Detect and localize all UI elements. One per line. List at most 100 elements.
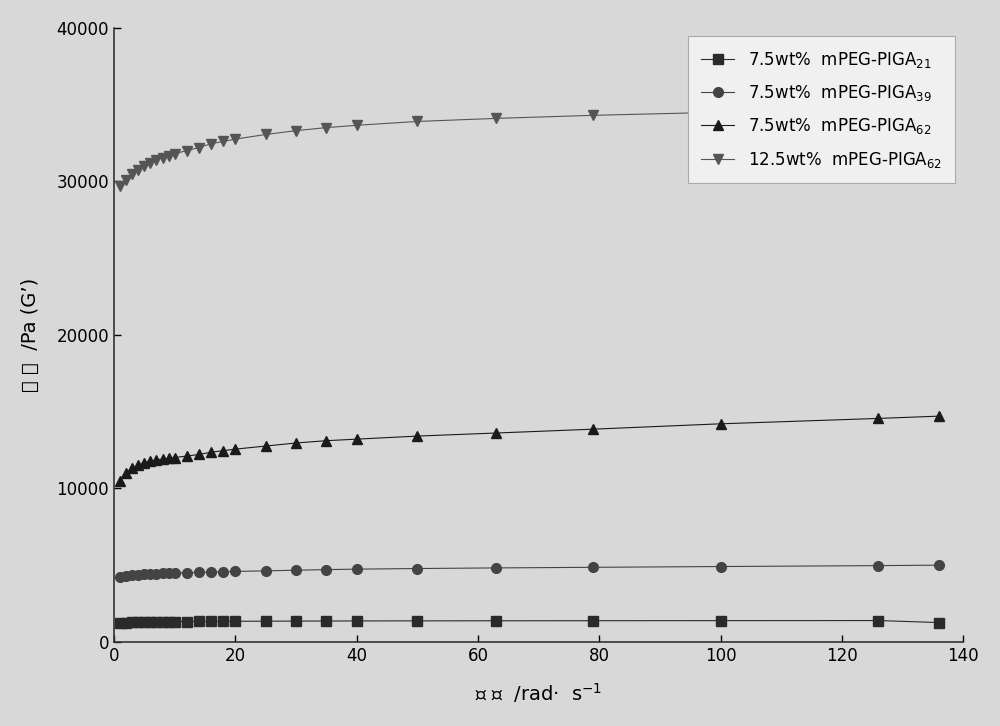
7.5wt%  mPEG-PIGA$_{39}$: [290, 566, 302, 574]
Legend: 7.5wt%  mPEG-PIGA$_{21}$, 7.5wt%  mPEG-PIGA$_{39}$, 7.5wt%  mPEG-PIGA$_{62}$, 12: 7.5wt% mPEG-PIGA$_{21}$, 7.5wt% mPEG-PIG…: [688, 36, 955, 183]
7.5wt%  mPEG-PIGA$_{21}$: [490, 616, 502, 625]
7.5wt%  mPEG-PIGA$_{21}$: [587, 616, 599, 625]
12.5wt%  mPEG-PIGA$_{62}$: [126, 169, 138, 178]
7.5wt%  mPEG-PIGA$_{21}$: [217, 617, 229, 626]
12.5wt%  mPEG-PIGA$_{62}$: [260, 130, 272, 139]
7.5wt%  mPEG-PIGA$_{21}$: [138, 618, 150, 627]
7.5wt%  mPEG-PIGA$_{21}$: [290, 617, 302, 626]
12.5wt%  mPEG-PIGA$_{62}$: [157, 153, 169, 162]
7.5wt%  mPEG-PIGA$_{21}$: [715, 616, 727, 625]
7.5wt%  mPEG-PIGA$_{39}$: [205, 568, 217, 576]
7.5wt%  mPEG-PIGA$_{21}$: [351, 616, 363, 625]
7.5wt%  mPEG-PIGA$_{62}$: [132, 461, 144, 470]
7.5wt%  mPEG-PIGA$_{21}$: [144, 618, 156, 627]
7.5wt%  mPEG-PIGA$_{62}$: [181, 452, 193, 460]
12.5wt%  mPEG-PIGA$_{62}$: [490, 114, 502, 123]
7.5wt%  mPEG-PIGA$_{62}$: [120, 468, 132, 477]
12.5wt%  mPEG-PIGA$_{62}$: [229, 135, 241, 144]
7.5wt%  mPEG-PIGA$_{21}$: [132, 618, 144, 627]
Line: 7.5wt%  mPEG-PIGA$_{62}$: 7.5wt% mPEG-PIGA$_{62}$: [115, 411, 944, 486]
12.5wt%  mPEG-PIGA$_{62}$: [163, 152, 175, 160]
7.5wt%  mPEG-PIGA$_{62}$: [490, 428, 502, 437]
7.5wt%  mPEG-PIGA$_{62}$: [260, 441, 272, 450]
12.5wt%  mPEG-PIGA$_{62}$: [320, 123, 332, 132]
7.5wt%  mPEG-PIGA$_{21}$: [205, 617, 217, 626]
7.5wt%  mPEG-PIGA$_{21}$: [229, 617, 241, 626]
7.5wt%  mPEG-PIGA$_{62}$: [320, 436, 332, 445]
7.5wt%  mPEG-PIGA$_{62}$: [587, 425, 599, 433]
7.5wt%  mPEG-PIGA$_{39}$: [150, 569, 162, 578]
7.5wt%  mPEG-PIGA$_{21}$: [150, 618, 162, 627]
7.5wt%  mPEG-PIGA$_{39}$: [260, 566, 272, 575]
12.5wt%  mPEG-PIGA$_{62}$: [132, 166, 144, 174]
12.5wt%  mPEG-PIGA$_{62}$: [193, 143, 205, 152]
7.5wt%  mPEG-PIGA$_{62}$: [217, 446, 229, 455]
7.5wt%  mPEG-PIGA$_{21}$: [157, 617, 169, 626]
7.5wt%  mPEG-PIGA$_{21}$: [320, 616, 332, 625]
7.5wt%  mPEG-PIGA$_{39}$: [217, 568, 229, 576]
7.5wt%  mPEG-PIGA$_{21}$: [114, 619, 126, 628]
7.5wt%  mPEG-PIGA$_{62}$: [157, 454, 169, 463]
7.5wt%  mPEG-PIGA$_{39}$: [351, 565, 363, 574]
7.5wt%  mPEG-PIGA$_{39}$: [163, 569, 175, 578]
12.5wt%  mPEG-PIGA$_{62}$: [181, 146, 193, 155]
7.5wt%  mPEG-PIGA$_{21}$: [260, 617, 272, 626]
7.5wt%  mPEG-PIGA$_{21}$: [163, 617, 175, 626]
Line: 12.5wt%  mPEG-PIGA$_{62}$: 12.5wt% mPEG-PIGA$_{62}$: [115, 101, 944, 191]
7.5wt%  mPEG-PIGA$_{39}$: [157, 569, 169, 578]
7.5wt%  mPEG-PIGA$_{39}$: [120, 571, 132, 580]
7.5wt%  mPEG-PIGA$_{39}$: [181, 568, 193, 577]
7.5wt%  mPEG-PIGA$_{62}$: [351, 435, 363, 444]
7.5wt%  mPEG-PIGA$_{39}$: [872, 561, 884, 570]
7.5wt%  mPEG-PIGA$_{39}$: [193, 568, 205, 576]
7.5wt%  mPEG-PIGA$_{39}$: [587, 563, 599, 571]
7.5wt%  mPEG-PIGA$_{21}$: [181, 617, 193, 626]
7.5wt%  mPEG-PIGA$_{39}$: [715, 562, 727, 571]
7.5wt%  mPEG-PIGA$_{21}$: [169, 617, 181, 626]
7.5wt%  mPEG-PIGA$_{39}$: [320, 566, 332, 574]
7.5wt%  mPEG-PIGA$_{39}$: [126, 571, 138, 579]
7.5wt%  mPEG-PIGA$_{39}$: [169, 568, 181, 577]
7.5wt%  mPEG-PIGA$_{39}$: [229, 567, 241, 576]
7.5wt%  mPEG-PIGA$_{39}$: [933, 560, 945, 569]
7.5wt%  mPEG-PIGA$_{21}$: [411, 616, 423, 625]
7.5wt%  mPEG-PIGA$_{62}$: [229, 445, 241, 454]
12.5wt%  mPEG-PIGA$_{62}$: [290, 126, 302, 135]
7.5wt%  mPEG-PIGA$_{39}$: [490, 563, 502, 572]
7.5wt%  mPEG-PIGA$_{39}$: [138, 570, 150, 579]
7.5wt%  mPEG-PIGA$_{21}$: [120, 619, 132, 627]
7.5wt%  mPEG-PIGA$_{62}$: [715, 420, 727, 428]
Y-axis label: 模 量  /Pa (G’): 模 量 /Pa (G’): [21, 277, 40, 392]
7.5wt%  mPEG-PIGA$_{62}$: [872, 414, 884, 423]
Line: 7.5wt%  mPEG-PIGA$_{39}$: 7.5wt% mPEG-PIGA$_{39}$: [115, 560, 944, 582]
7.5wt%  mPEG-PIGA$_{39}$: [144, 569, 156, 578]
12.5wt%  mPEG-PIGA$_{62}$: [411, 117, 423, 126]
12.5wt%  mPEG-PIGA$_{62}$: [138, 162, 150, 171]
7.5wt%  mPEG-PIGA$_{62}$: [205, 448, 217, 457]
7.5wt%  mPEG-PIGA$_{39}$: [411, 564, 423, 573]
7.5wt%  mPEG-PIGA$_{62}$: [411, 432, 423, 441]
12.5wt%  mPEG-PIGA$_{62}$: [114, 182, 126, 190]
7.5wt%  mPEG-PIGA$_{62}$: [193, 450, 205, 459]
12.5wt%  mPEG-PIGA$_{62}$: [169, 150, 181, 158]
12.5wt%  mPEG-PIGA$_{62}$: [120, 176, 132, 184]
7.5wt%  mPEG-PIGA$_{62}$: [138, 459, 150, 468]
12.5wt%  mPEG-PIGA$_{62}$: [205, 139, 217, 148]
7.5wt%  mPEG-PIGA$_{62}$: [114, 476, 126, 485]
X-axis label: 频 率  /rad·  s$^{-1}$: 频 率 /rad· s$^{-1}$: [475, 681, 602, 705]
12.5wt%  mPEG-PIGA$_{62}$: [150, 155, 162, 164]
7.5wt%  mPEG-PIGA$_{21}$: [126, 618, 138, 627]
7.5wt%  mPEG-PIGA$_{21}$: [872, 616, 884, 625]
7.5wt%  mPEG-PIGA$_{62}$: [144, 457, 156, 466]
12.5wt%  mPEG-PIGA$_{62}$: [872, 104, 884, 113]
7.5wt%  mPEG-PIGA$_{21}$: [933, 619, 945, 627]
Line: 7.5wt%  mPEG-PIGA$_{21}$: 7.5wt% mPEG-PIGA$_{21}$: [115, 616, 944, 628]
7.5wt%  mPEG-PIGA$_{62}$: [933, 412, 945, 420]
7.5wt%  mPEG-PIGA$_{62}$: [290, 439, 302, 447]
12.5wt%  mPEG-PIGA$_{62}$: [587, 111, 599, 120]
12.5wt%  mPEG-PIGA$_{62}$: [715, 108, 727, 117]
12.5wt%  mPEG-PIGA$_{62}$: [351, 121, 363, 130]
7.5wt%  mPEG-PIGA$_{62}$: [126, 464, 138, 473]
12.5wt%  mPEG-PIGA$_{62}$: [217, 137, 229, 146]
7.5wt%  mPEG-PIGA$_{62}$: [169, 453, 181, 462]
